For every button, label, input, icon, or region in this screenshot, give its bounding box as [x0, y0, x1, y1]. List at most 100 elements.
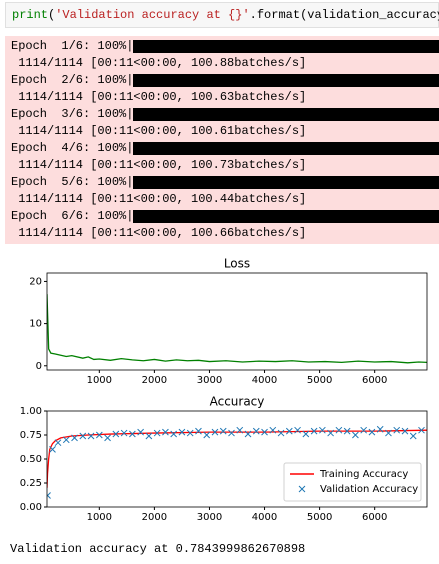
- marker: [211, 428, 219, 436]
- progress-bar: [133, 74, 439, 87]
- progress-label: Epoch 5/6: 100%|: [11, 175, 134, 189]
- progress-row: 1114/1114 [00:11<00:00, 100.73batches/s]: [5, 157, 439, 174]
- line: [47, 429, 427, 488]
- marker: [360, 426, 368, 434]
- y-tick-label: 0.25: [20, 478, 42, 489]
- marker: [87, 432, 95, 440]
- marker: [393, 426, 401, 434]
- marker: [261, 428, 268, 436]
- marker: [244, 430, 252, 438]
- marker: [269, 426, 277, 434]
- progress-stats: 1114/1114 [00:11<00:00, 100.88batches/s]: [11, 56, 307, 70]
- chart-title: Accuracy: [210, 395, 265, 409]
- y-tick-label: 0.75: [20, 430, 42, 441]
- legend-label: Training Accuracy: [319, 469, 408, 480]
- progress-row: Epoch 1/6: 100%|: [5, 38, 439, 55]
- marker: [104, 434, 111, 442]
- marker: [302, 430, 310, 438]
- marker: [178, 428, 186, 436]
- progress-row: Epoch 6/6: 100%|: [5, 208, 439, 225]
- marker: [343, 427, 351, 435]
- marker: [294, 426, 301, 434]
- progress-bar: [133, 108, 439, 121]
- x-tick-label: 3000: [197, 512, 222, 523]
- y-tick-label: 0.50: [20, 454, 42, 465]
- marker: [47, 492, 51, 499]
- x-tick-label: 4000: [252, 375, 277, 386]
- progress-row: 1114/1114 [00:11<00:00, 100.88batches/s]: [5, 55, 439, 72]
- marker: [418, 426, 425, 434]
- progress-row: Epoch 4/6: 100%|: [5, 140, 439, 157]
- marker: [335, 426, 343, 434]
- chart-title: Loss: [224, 257, 250, 271]
- marker: [145, 432, 153, 440]
- result-output: Validation accuracy at 0.784399986267089…: [10, 542, 306, 556]
- y-tick-label: 0.00: [20, 502, 42, 513]
- progress-row: 1114/1114 [00:11<00:00, 100.63batches/s]: [5, 89, 439, 106]
- progress-row: Epoch 5/6: 100%|: [5, 174, 439, 191]
- legend-box: [283, 462, 422, 502]
- line: [47, 294, 427, 364]
- progress-bar: [133, 210, 439, 223]
- x-tick-label: 5000: [307, 512, 332, 523]
- y-tick-label: 1.00: [20, 406, 42, 417]
- marker: [137, 428, 144, 436]
- legend-label: Validation Accuracy: [320, 484, 418, 495]
- marker: [376, 425, 384, 433]
- x-tick-label: 2000: [142, 375, 167, 386]
- y-tick-label: 20: [29, 276, 42, 287]
- x-tick-label: 1000: [87, 512, 112, 523]
- progress-stats: 1114/1114 [00:11<00:00, 100.63batches/s]: [11, 90, 307, 104]
- marker: [129, 430, 136, 438]
- marker: [409, 432, 417, 440]
- marker: [219, 427, 227, 435]
- marker: [162, 428, 169, 436]
- progress-stats: 1114/1114 [00:11<00:00, 100.73batches/s]: [11, 158, 307, 172]
- code-cell[interactable]: print('Validation accuracy at {}'.format…: [5, 2, 439, 28]
- progress-row: 1114/1114 [00:11<00:00, 100.66batches/s]: [5, 225, 439, 242]
- marker: [368, 428, 376, 436]
- code-token: 'Validation accuracy at {}': [55, 8, 250, 22]
- x-tick-label: 3000: [197, 375, 222, 386]
- marker: [327, 429, 334, 437]
- marker: [228, 429, 235, 437]
- marker: [120, 429, 128, 437]
- progress-row: Epoch 3/6: 100%|: [5, 106, 439, 123]
- marker: [385, 429, 392, 437]
- progress-stats: 1114/1114 [00:11<00:00, 100.66batches/s]: [11, 226, 307, 240]
- progress-bar: [133, 142, 439, 155]
- marker: [79, 432, 87, 440]
- progress-row: Epoch 2/6: 100%|: [5, 72, 439, 89]
- progress-label: Epoch 4/6: 100%|: [11, 141, 134, 155]
- progress-label: Epoch 1/6: 100%|: [11, 39, 134, 53]
- x-tick-label: 1000: [87, 375, 112, 386]
- progress-row: 1114/1114 [00:11<00:00, 100.61batches/s]: [5, 123, 439, 140]
- progress-label: Epoch 3/6: 100%|: [11, 107, 134, 121]
- marker: [277, 429, 285, 437]
- marker: [401, 427, 409, 435]
- progress-label: Epoch 2/6: 100%|: [11, 73, 134, 87]
- marker: [153, 429, 161, 437]
- legend-swatch: [298, 485, 306, 493]
- x-tick-label: 6000: [362, 512, 387, 523]
- marker: [170, 430, 178, 438]
- stderr-output: Epoch 1/6: 100%| 1114/1114 [00:11<00:00,…: [5, 36, 439, 244]
- y-tick-label: 0: [36, 361, 42, 372]
- progress-row: 1114/1114 [00:11<00:00, 100.44batches/s]: [5, 191, 439, 208]
- marker: [319, 426, 326, 434]
- progress-stats: 1114/1114 [00:11<00:00, 100.44batches/s]: [11, 192, 307, 206]
- code-token: .format(validation_accuracy)): [249, 8, 439, 22]
- x-tick-label: 4000: [252, 512, 277, 523]
- marker: [352, 431, 359, 439]
- progress-bar: [133, 176, 439, 189]
- plot-frame: [46, 272, 428, 371]
- marker: [71, 434, 78, 442]
- marker: [112, 430, 120, 438]
- progress-label: Epoch 6/6: 100%|: [11, 209, 134, 223]
- y-tick-label: 10: [29, 319, 42, 330]
- progress-stats: 1114/1114 [00:11<00:00, 100.61batches/s]: [11, 124, 307, 138]
- plot-frame: [46, 410, 428, 508]
- marker: [49, 446, 56, 453]
